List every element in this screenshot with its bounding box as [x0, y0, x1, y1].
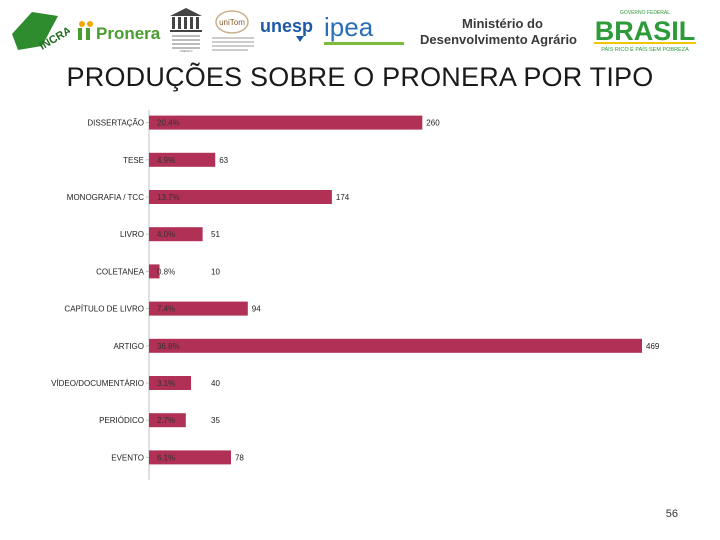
- ipea-logo: ipea: [322, 6, 406, 54]
- page-number: 56: [665, 508, 678, 520]
- value-label: 10: [211, 267, 220, 276]
- incra-logo: INCRA: [8, 6, 70, 54]
- bar: [149, 301, 248, 316]
- percent-label: 13.7%: [157, 193, 180, 202]
- brasil-slogan: PAÍS RICO É PAÍS SEM POBREZA: [601, 46, 689, 53]
- category-label: COLETANEA: [96, 267, 145, 276]
- bar: [149, 264, 160, 279]
- percent-label: 2.7%: [157, 416, 175, 425]
- value-label: 94: [252, 305, 261, 314]
- pronera-logo-text: Pronera: [96, 24, 161, 43]
- logo-bar: INCRA Pronera UNESCO: [0, 0, 720, 60]
- ipea-logo-text: ipea: [324, 12, 374, 42]
- percent-label: 3.1%: [157, 379, 175, 388]
- value-label: 51: [211, 230, 220, 239]
- category-label: DISSERTAÇÃO: [87, 119, 144, 128]
- category-label: TESE: [123, 156, 144, 165]
- slide-title: PRODUÇÕES SOBRE O PRONERA POR TIPO: [66, 62, 654, 92]
- category-label: PERIÓDICO: [99, 416, 144, 425]
- brasil-logo-text: BRASIL: [595, 16, 696, 46]
- unitom-logo: uniTom: [208, 6, 258, 54]
- category-label: MONOGRAFIA / TCC: [67, 193, 144, 202]
- unesco-caption: UNESCO: [180, 49, 194, 53]
- percent-label: 4.9%: [157, 156, 175, 165]
- unesco-logo: UNESCO: [166, 6, 206, 54]
- value-label: 78: [235, 453, 244, 462]
- category-label: EVENTO: [111, 453, 144, 462]
- brasil-logo: GOVERNO FEDERAL BRASIL PAÍS RICO É PAÍS …: [590, 6, 700, 54]
- bar-chart: DISSERTAÇÃO 20.4% 260 TESE 4.9% 63 MONOGRAFIA …: [51, 110, 660, 480]
- percent-label: 6.1%: [157, 453, 175, 462]
- mda-line1: Ministério do: [462, 16, 543, 31]
- bar: [149, 152, 216, 167]
- percent-label: 0.8%: [157, 267, 175, 276]
- percent-label: 36.8%: [157, 342, 180, 351]
- value-label: 35: [211, 416, 220, 425]
- bar: [149, 376, 192, 390]
- category-label: ARTIGO: [113, 342, 144, 351]
- bar: [149, 115, 423, 130]
- percent-label: 7.4%: [157, 305, 175, 314]
- value-label: 260: [426, 119, 440, 128]
- pronera-logo: Pronera: [72, 6, 164, 54]
- unesp-logo: unesp: [258, 6, 314, 54]
- percent-label: 20.4%: [157, 119, 180, 128]
- brasil-gov-top: GOVERNO FEDERAL: [620, 10, 670, 16]
- bar: [149, 413, 186, 428]
- category-label: VÍDEO/DOCUMENTÁRIO: [51, 379, 144, 388]
- bar: [149, 227, 203, 242]
- category-label: LIVRO: [120, 230, 144, 239]
- mda-logo: Ministério do Desenvolvimento Agrário: [418, 6, 580, 54]
- unesp-logo-text: unesp: [260, 16, 313, 36]
- category-label: CAPÍTULO DE LIVRO: [64, 305, 144, 314]
- value-label: 40: [211, 379, 220, 388]
- bar: [149, 190, 332, 204]
- value-label: 174: [336, 193, 350, 202]
- unitom-logo-text: uniTom: [219, 18, 245, 27]
- bar: [149, 338, 642, 353]
- incra-emblem-shape: [12, 12, 58, 50]
- value-label: 63: [219, 156, 228, 165]
- percent-label: 4.0%: [157, 230, 175, 239]
- value-label: 469: [646, 342, 660, 351]
- bar: [149, 450, 231, 465]
- mda-line2: Desenvolvimento Agrário: [420, 32, 577, 47]
